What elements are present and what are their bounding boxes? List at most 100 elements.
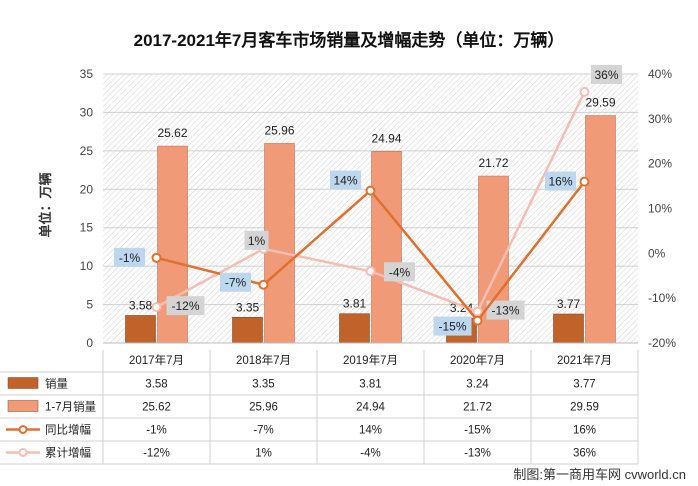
y-tick-label: 20 (80, 182, 94, 196)
table-cell: -1% (146, 425, 166, 437)
table-cell: 3.81 (359, 379, 381, 391)
y-tick-label: 0 (86, 336, 93, 350)
y-axis-title: 单位：万辆 (38, 172, 53, 237)
bar-cumulative-sales-label: 21.72 (478, 156, 508, 170)
y2-tick-label: 40% (648, 67, 672, 81)
table-cell: 21.72 (463, 402, 492, 414)
bar-cumulative-sales (371, 151, 402, 344)
yoy-growth-point (472, 315, 483, 326)
cumulative-growth-label-box (166, 296, 205, 316)
data-table: 销量 3.58 3.35 3.81 3.24 3.77 1-7月销量 25.62 25.96 24… (0, 350, 639, 465)
y2-tick-label: 20% (648, 157, 672, 171)
bar-cumulative-sales-label: 29.59 (585, 96, 615, 110)
table-cell: 3.24 (466, 379, 489, 391)
table-cell: -15% (464, 425, 491, 437)
bar-cumulative-sales-label: 25.96 (264, 123, 294, 137)
x-tick-label: 2018年7月 (236, 353, 291, 367)
chart-title: 2017-2021年7月客车市场销量及增幅走势（单位：万辆） (134, 30, 565, 50)
bar-monthly-sales (339, 313, 370, 344)
yoy-growth-point (258, 279, 269, 290)
bar-monthly-sales-label: 3.77 (557, 297, 581, 311)
table-cell: 1% (255, 448, 272, 460)
legend-key-point-3 (18, 448, 28, 457)
yoy-growth-label: 16% (548, 175, 572, 189)
cumulative-growth-label: -13% (491, 304, 519, 318)
table-cell: 36% (573, 448, 596, 460)
table-cell: 14% (359, 425, 382, 437)
bar-monthly-sales-label: 3.35 (236, 300, 260, 314)
y2-tick-label: 0% (648, 246, 666, 260)
table-cell: 3.35 (252, 379, 274, 391)
yoy-growth-label: 14% (333, 174, 357, 188)
bar-monthly-sales (553, 313, 584, 344)
yoy-growth-label-box (330, 170, 361, 190)
table-cell: -12% (143, 448, 170, 460)
table-cell: 25.62 (142, 402, 171, 414)
cumulative-growth-label-box (486, 300, 525, 320)
x-tick-label: 2020年7月 (450, 353, 505, 367)
y-tick-label: 15 (80, 221, 94, 235)
table-cell: 16% (573, 425, 596, 437)
cumulative-growth-label-box (384, 262, 415, 282)
cumulative-growth-label: 1% (248, 234, 266, 248)
table-cell: 25.96 (249, 402, 278, 414)
yoy-growth-label-box (545, 171, 576, 191)
y-tick-label: 10 (80, 259, 94, 273)
table-cell: 24.94 (356, 402, 385, 414)
table-cell: 29.59 (570, 402, 599, 414)
plot-area: 0 5 10 15 20 25 30 35 -20% -10% 0% 10% 20% 30% 40% 3.58… (80, 64, 676, 367)
bar-cumulative-sales (585, 115, 616, 344)
y-tick-label: 30 (80, 105, 94, 119)
cumulative-growth-label: 36% (594, 68, 618, 82)
y-tick-label: 25 (80, 144, 94, 158)
y-tick-label: 35 (80, 67, 94, 81)
y2-tick-label: -10% (648, 291, 676, 305)
legend-entry: 1-7月销量 (45, 400, 96, 414)
legend-key-1 (7, 400, 39, 412)
cumulative-growth-label-box (244, 230, 269, 250)
yoy-growth-label-box (220, 272, 251, 292)
y2-tick-label: 10% (648, 202, 672, 216)
bar-monthly-sales-label: 3.81 (343, 297, 367, 311)
bar-cumulative-sales (264, 143, 295, 344)
cumulative-growth-label: -12% (171, 299, 199, 313)
cumulative-growth-label-box (591, 64, 622, 84)
yoy-growth-point (365, 185, 376, 196)
bar-monthly-sales (125, 315, 156, 344)
legend-key-point-2 (18, 425, 28, 434)
legend-entry: 销量 (45, 377, 68, 391)
bar-cumulative-sales-label: 25.62 (157, 126, 187, 140)
yoy-growth-point (151, 252, 162, 263)
cumulative-growth-point (151, 302, 162, 313)
y2-tick-label: 30% (648, 112, 672, 126)
table-cell: 3.77 (573, 379, 595, 391)
cumulative-growth-label: -4% (389, 265, 411, 279)
legend-entry: 累计增幅 (45, 446, 91, 460)
table-cell: -7% (253, 425, 273, 437)
bar-monthly-sales (232, 316, 263, 344)
chart-credit: 制图:第一商用车网 cvworld.cn (513, 467, 686, 482)
x-tick-label: 2019年7月 (343, 353, 398, 367)
y2-tick-label: -20% (648, 336, 676, 350)
yoy-growth-label: -1% (119, 251, 141, 265)
bar-monthly-sales-label: 3.58 (129, 298, 153, 312)
table-cell: -4% (360, 448, 380, 460)
x-tick-label: 2021年7月 (557, 353, 612, 367)
table-cell: -13% (464, 448, 491, 460)
x-tick-label: 2017年7月 (129, 353, 184, 367)
yoy-growth-point (579, 176, 590, 187)
table-cell: 3.58 (145, 379, 167, 391)
legend-entry: 同比增幅 (45, 423, 91, 437)
yoy-growth-label-box (433, 316, 472, 336)
y-tick-label: 5 (86, 298, 93, 312)
cumulative-growth-point (365, 266, 376, 277)
yoy-growth-label: -15% (438, 320, 466, 334)
cumulative-growth-point (579, 86, 590, 97)
bar-cumulative-sales-label: 24.94 (371, 131, 401, 145)
yoy-growth-label-box (114, 247, 145, 267)
cumulative-growth-point (472, 306, 483, 317)
legend-key-0 (7, 377, 39, 389)
yoy-growth-label: -7% (225, 276, 247, 290)
